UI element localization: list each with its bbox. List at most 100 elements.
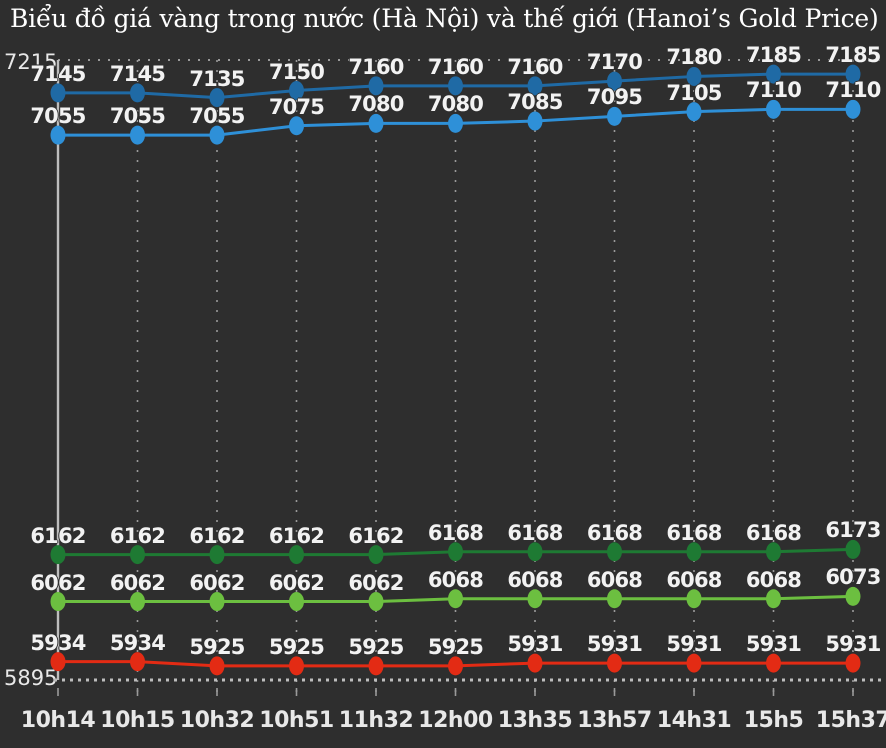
data-point-marker[interactable] <box>527 542 543 562</box>
data-point-marker[interactable] <box>209 592 225 612</box>
data-point-label: 7110 <box>825 78 881 103</box>
data-point-label: 7080 <box>427 92 484 117</box>
x-axis-tick-label: 13h35 <box>497 708 573 733</box>
x-axis-tick-label: 10h15 <box>100 708 175 733</box>
data-point-label: 7075 <box>268 94 325 119</box>
data-point-marker[interactable] <box>686 589 702 609</box>
data-point-label: 5925 <box>268 634 325 659</box>
data-point-marker[interactable] <box>766 99 781 119</box>
data-point-marker[interactable] <box>686 102 702 122</box>
data-point-marker[interactable] <box>368 545 384 565</box>
data-point-label: 6168 <box>427 520 484 545</box>
data-point-marker[interactable] <box>607 71 622 91</box>
series-points <box>50 64 861 676</box>
data-point-marker[interactable] <box>289 656 304 676</box>
data-point-marker[interactable] <box>368 592 384 612</box>
data-point-label: 5925 <box>348 634 404 659</box>
data-point-marker[interactable] <box>607 589 622 609</box>
data-point-marker[interactable] <box>448 542 463 562</box>
data-point-marker[interactable] <box>50 592 66 612</box>
data-point-marker[interactable] <box>368 656 384 676</box>
x-axis-tick-label: 15h37 <box>815 708 886 733</box>
data-point-label: 7160 <box>507 54 563 79</box>
data-point-label: 5934 <box>109 630 166 655</box>
data-point-marker[interactable] <box>527 76 543 96</box>
data-point-marker[interactable] <box>130 125 145 145</box>
data-point-marker[interactable] <box>209 656 225 676</box>
data-point-label: 6062 <box>268 570 325 595</box>
data-point-marker[interactable] <box>50 652 66 672</box>
data-point-marker[interactable] <box>527 111 543 131</box>
data-point-marker[interactable] <box>845 653 861 673</box>
gridlines <box>58 59 886 694</box>
data-point-marker[interactable] <box>289 116 304 136</box>
data-point-label: 6162 <box>268 523 325 548</box>
data-point-marker[interactable] <box>209 545 225 565</box>
data-point-label: 6068 <box>666 567 722 592</box>
x-axis-tick-label: 10h51 <box>259 708 334 733</box>
data-point-label: 7055 <box>189 104 245 129</box>
data-point-label: 5931 <box>745 632 802 657</box>
data-point-marker[interactable] <box>845 64 861 84</box>
data-point-label: 7185 <box>745 43 802 68</box>
data-point-label: 6068 <box>507 567 563 592</box>
data-point-label: 7160 <box>348 54 404 79</box>
data-point-marker[interactable] <box>607 542 622 562</box>
data-point-marker[interactable] <box>448 589 463 609</box>
x-axis-tick-label: 14h31 <box>656 708 732 733</box>
data-point-marker[interactable] <box>50 125 66 145</box>
data-point-marker[interactable] <box>130 83 145 103</box>
data-point-marker[interactable] <box>130 592 145 612</box>
data-point-marker[interactable] <box>209 125 225 145</box>
data-point-label: 5925 <box>427 634 484 659</box>
data-point-label: 7095 <box>586 85 643 110</box>
data-point-marker[interactable] <box>289 592 304 612</box>
data-point-label: 5931 <box>507 632 563 657</box>
data-point-label: 7145 <box>109 61 166 86</box>
data-point-label: 5931 <box>586 632 643 657</box>
data-point-label: 6162 <box>348 523 404 548</box>
data-point-marker[interactable] <box>766 64 781 84</box>
data-point-label: 7110 <box>745 78 802 103</box>
data-point-marker[interactable] <box>686 542 702 562</box>
data-point-label: 7105 <box>666 80 722 105</box>
data-point-marker[interactable] <box>368 76 384 96</box>
data-point-marker[interactable] <box>50 83 66 103</box>
data-point-label: 6168 <box>745 520 802 545</box>
data-point-label: 6068 <box>586 567 643 592</box>
data-point-marker[interactable] <box>845 539 861 559</box>
data-point-marker[interactable] <box>50 545 66 565</box>
data-point-marker[interactable] <box>527 653 543 673</box>
data-point-label: 6168 <box>507 520 563 545</box>
data-point-marker[interactable] <box>845 586 861 606</box>
data-point-label: 6173 <box>825 518 881 543</box>
data-point-marker[interactable] <box>527 589 543 609</box>
data-point-marker[interactable] <box>448 656 463 676</box>
data-point-marker[interactable] <box>766 542 781 562</box>
data-point-marker[interactable] <box>686 653 702 673</box>
data-point-marker[interactable] <box>130 545 145 565</box>
data-point-marker[interactable] <box>686 66 702 86</box>
x-axis-tick-label: 11h32 <box>338 708 414 733</box>
data-point-marker[interactable] <box>845 99 861 119</box>
data-point-marker[interactable] <box>448 76 463 96</box>
data-point-label: 7135 <box>189 66 245 91</box>
data-point-marker[interactable] <box>766 653 781 673</box>
data-point-marker[interactable] <box>607 106 622 126</box>
data-point-marker[interactable] <box>368 113 384 133</box>
data-point-label: 7080 <box>348 92 404 117</box>
data-point-label: 6062 <box>189 570 245 595</box>
data-point-marker[interactable] <box>209 88 225 108</box>
data-point-marker[interactable] <box>130 652 145 672</box>
data-point-marker[interactable] <box>289 81 304 101</box>
y-axis-min-label: 5895 <box>4 666 58 690</box>
x-axis-tick-label: 15h5 <box>743 708 804 733</box>
axis-lines <box>54 60 886 696</box>
data-point-marker[interactable] <box>766 589 781 609</box>
data-point-label: 6062 <box>30 570 86 595</box>
data-point-marker[interactable] <box>448 113 463 133</box>
data-point-label: 6168 <box>666 520 722 545</box>
data-point-marker[interactable] <box>607 653 622 673</box>
data-point-label: 6068 <box>745 567 802 592</box>
data-point-marker[interactable] <box>289 545 304 565</box>
